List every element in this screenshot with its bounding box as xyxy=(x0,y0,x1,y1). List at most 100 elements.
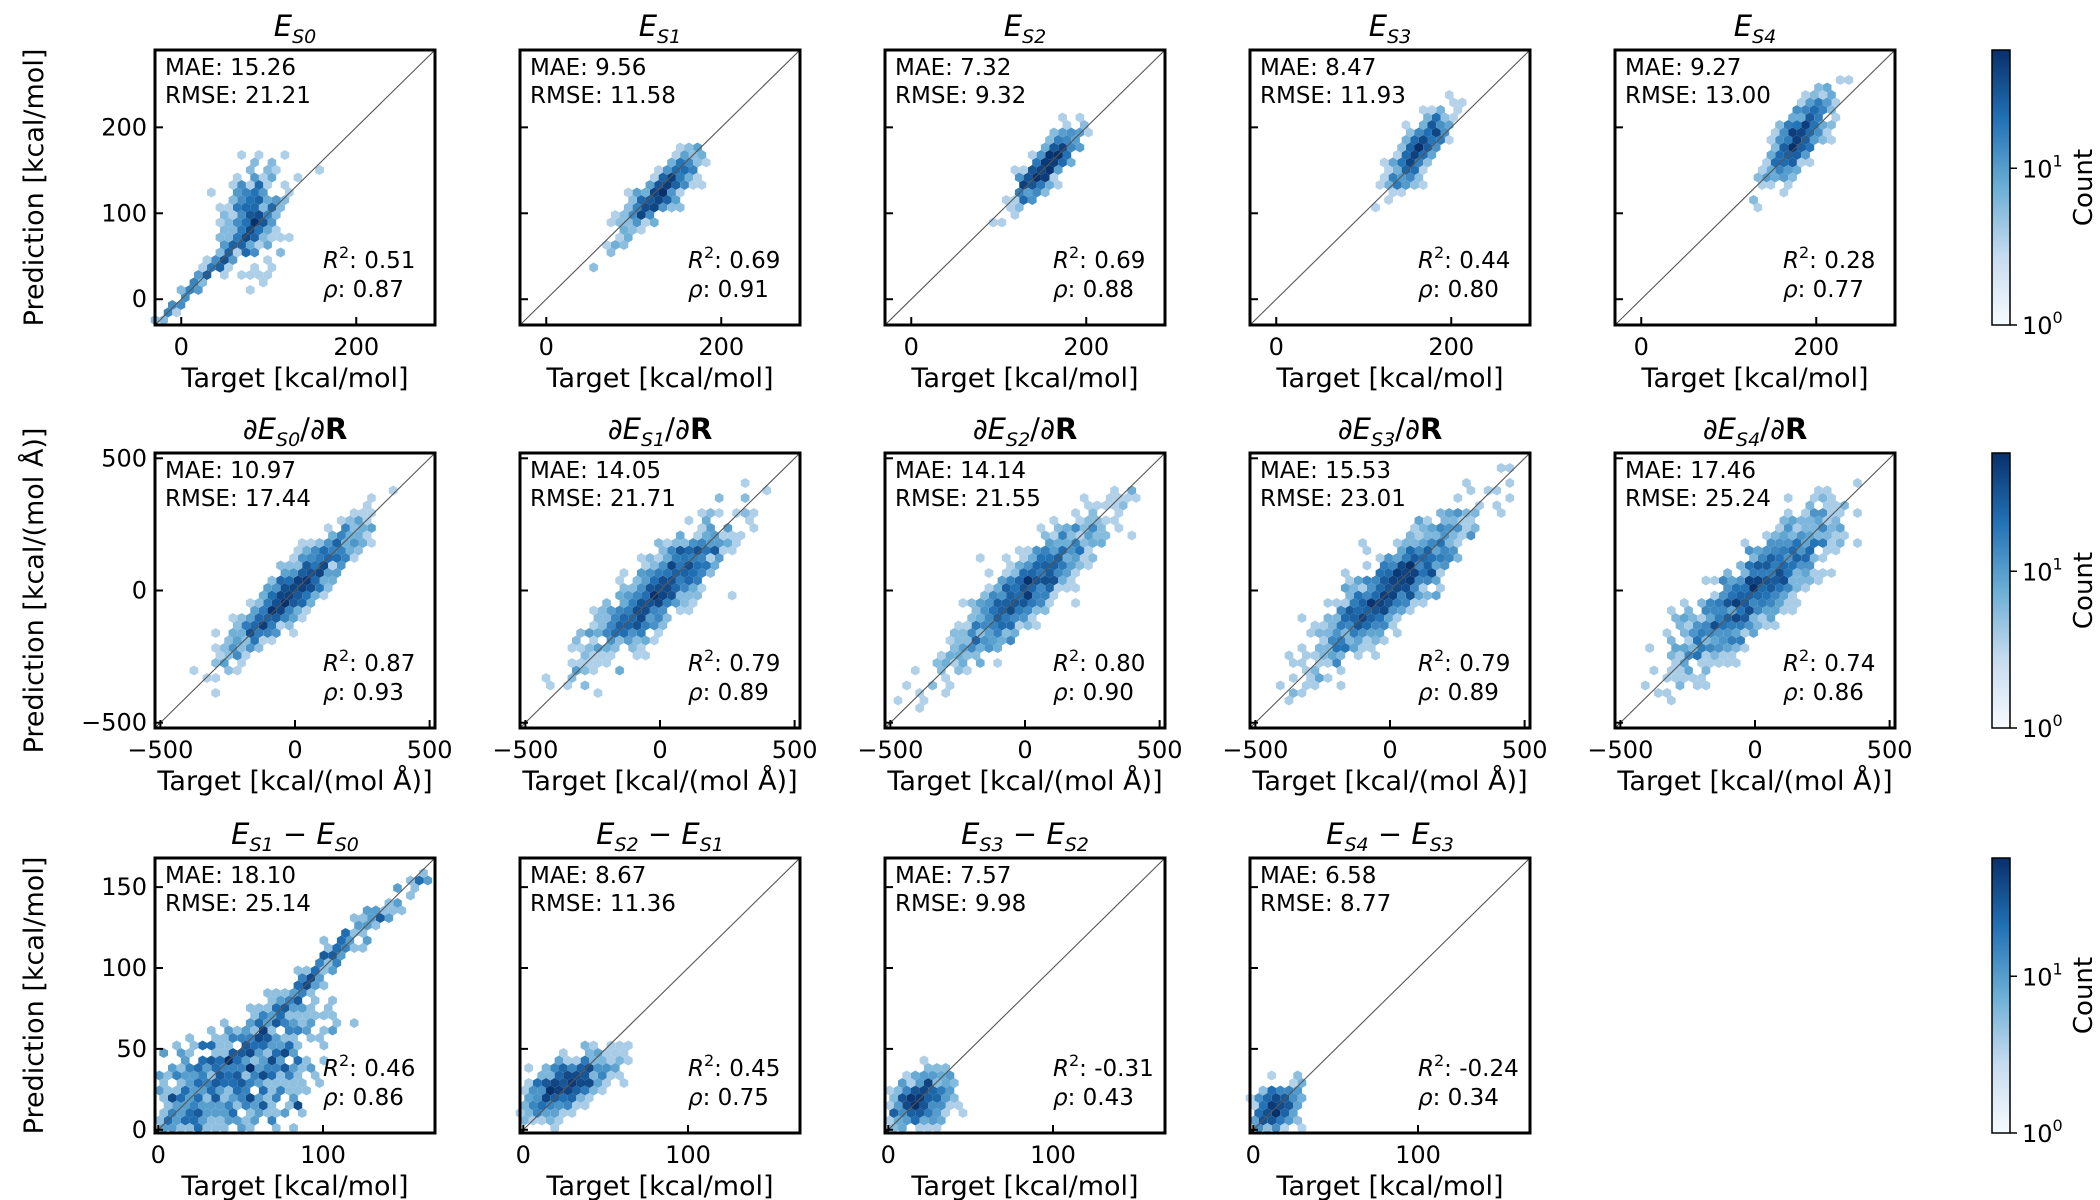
hexbin-cell xyxy=(1088,553,1098,563)
hexbin-cell xyxy=(258,1055,268,1066)
hexbin-cell xyxy=(710,560,720,571)
hexbin-cell xyxy=(258,1025,268,1036)
hexbin-cell xyxy=(1276,680,1285,691)
hexbin-cell xyxy=(636,225,646,235)
hexbin-cell xyxy=(1010,583,1020,593)
hexbin-cell xyxy=(1449,97,1458,108)
x-tick-label: 200 xyxy=(1428,333,1474,361)
hexbin-cell xyxy=(207,187,216,198)
hexbin-cell xyxy=(1401,165,1411,175)
hexbin-cell xyxy=(749,508,759,518)
hexbin-cell xyxy=(1783,523,1793,533)
hexbin-cell xyxy=(245,180,255,190)
hexbin-cell xyxy=(254,613,264,623)
r2-label: R2: 0.69 xyxy=(688,243,780,274)
y-tick-label: −500 xyxy=(81,709,147,737)
hexbin-cell xyxy=(554,1055,564,1066)
hexbin-cell xyxy=(1762,590,1771,601)
hexbin-cell xyxy=(315,958,324,968)
hexbin-cell xyxy=(367,493,376,503)
hexbin-cell xyxy=(276,995,285,1006)
hexbin-cell xyxy=(962,635,972,646)
hexbin-cell xyxy=(1783,135,1793,145)
hexbin-cell xyxy=(1371,635,1380,646)
hexbin-cell xyxy=(1319,620,1328,631)
hexbin-cell xyxy=(211,673,220,683)
hexbin-cell xyxy=(1783,180,1793,190)
hexbin-cell xyxy=(1267,1085,1276,1096)
hexbin-cell xyxy=(220,1063,229,1073)
hexbin-cell xyxy=(380,905,389,916)
hexbin-cell xyxy=(271,598,281,608)
r2-label: R2: -0.24 xyxy=(1418,1051,1519,1082)
hexbin-cell xyxy=(280,180,290,190)
hexbin-cell xyxy=(319,1040,329,1051)
hexbin-cell xyxy=(667,187,676,198)
hexbin-cell xyxy=(1814,530,1823,541)
hexbin-cell xyxy=(297,538,307,548)
hexbin-cell xyxy=(1254,1108,1263,1118)
hexbin-cell xyxy=(559,1063,568,1073)
hexbin-cell xyxy=(1410,598,1419,608)
hexbin-cell xyxy=(675,142,685,153)
hexbin-cell xyxy=(1801,120,1810,130)
hexbin-cell xyxy=(258,635,268,646)
hexbin-cell xyxy=(280,598,290,608)
hexbin-cell xyxy=(1684,665,1693,676)
hexbin-cell xyxy=(1827,135,1836,145)
hexbin-cell xyxy=(1327,650,1337,661)
hexbin-cell xyxy=(641,560,650,571)
hexbin-cell xyxy=(271,583,281,593)
hexbin-cell xyxy=(1788,530,1797,541)
hexbin-cell xyxy=(697,508,707,518)
hexbin-cell xyxy=(632,635,642,646)
hexbin-cell xyxy=(1449,112,1458,123)
hexbin-cell xyxy=(1680,673,1689,683)
hexbin-cell xyxy=(1058,545,1067,556)
hexbin-cell xyxy=(1097,538,1106,548)
hexbin-cell xyxy=(1736,635,1745,646)
hexbin-cell xyxy=(297,1108,307,1118)
hexbin-cell xyxy=(706,553,715,563)
hexbin-cell xyxy=(1071,508,1080,518)
hexbin-cell xyxy=(302,1055,311,1066)
hexbin-cell xyxy=(641,202,650,213)
hexbin-cell xyxy=(1731,643,1741,653)
hexbin-cell xyxy=(220,255,229,265)
hexbin-cell xyxy=(220,658,229,668)
hexbin-cell xyxy=(172,1115,181,1126)
hexbin-cell xyxy=(1045,553,1054,563)
hexbin-cell xyxy=(1392,538,1402,548)
hexbin-cell xyxy=(1822,97,1832,108)
hexbin-cell xyxy=(284,1010,294,1021)
hexbin-cell xyxy=(988,590,998,601)
hexbin-cell xyxy=(293,1025,303,1036)
hexbin-cell xyxy=(898,1123,907,1133)
hexbin-cell xyxy=(567,1093,577,1103)
hexbin-cell xyxy=(406,875,415,886)
hexbin-cells xyxy=(150,150,324,325)
x-tick-label: 500 xyxy=(772,736,818,764)
hexbin-cell xyxy=(906,1078,916,1088)
hexbin-cell xyxy=(215,202,225,213)
hexbin-cell xyxy=(1384,568,1393,578)
hexbin-cell xyxy=(975,628,985,638)
hexbin-cell xyxy=(176,1108,186,1118)
hexbin-cell xyxy=(1684,635,1693,646)
hexbin-cell xyxy=(962,665,972,676)
hexbin-cell xyxy=(1045,583,1054,593)
hexbin-cell xyxy=(1444,135,1454,145)
hexbin-cell xyxy=(533,1093,542,1103)
hexbin-cell xyxy=(1801,90,1810,100)
hexbin-cell xyxy=(1470,523,1480,533)
hexbin-cell xyxy=(211,628,220,638)
hexbin-cell xyxy=(241,1070,251,1081)
hexbin-cell xyxy=(241,232,251,243)
hexbin-cell xyxy=(641,590,650,601)
hexbin-cell xyxy=(1423,142,1432,153)
hexbin-cell xyxy=(593,658,603,668)
hexbin-cell xyxy=(619,1078,629,1088)
hexbin-cell xyxy=(362,905,372,916)
hexbin-cell xyxy=(1258,1100,1268,1111)
hexbin-cell xyxy=(293,1055,303,1066)
